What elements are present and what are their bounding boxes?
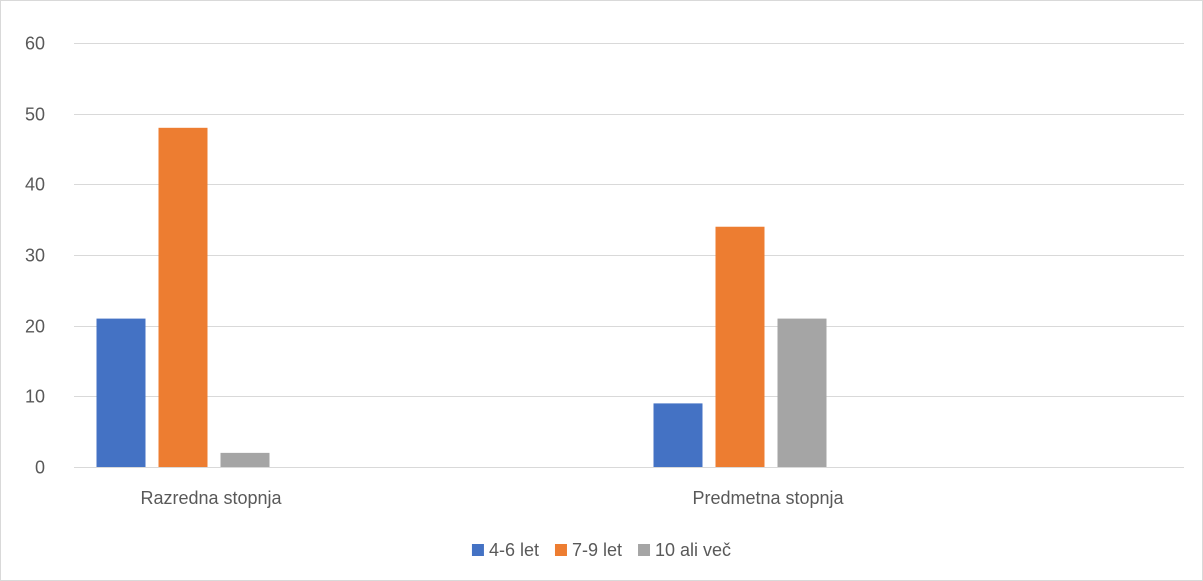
x-category-label: Razredna stopnja	[140, 488, 282, 508]
y-tick-label: 0	[35, 458, 45, 478]
y-tick-label: 40	[25, 175, 45, 195]
bar-10-ali-več-0	[220, 452, 270, 467]
legend-label: 10 ali več	[655, 540, 731, 560]
x-category-label: Predmetna stopnja	[692, 488, 844, 508]
bar-4-6-let-0	[96, 318, 146, 467]
x-axis-category-labels: Razredna stopnja Predmetna stopnja	[140, 488, 844, 508]
legend: 4-6 let 7-9 let 10 ali več	[471, 540, 731, 560]
legend-swatch-4-6-let	[471, 544, 484, 556]
gridlines	[74, 43, 1184, 468]
y-tick-label: 20	[25, 317, 45, 337]
y-tick-label: 30	[25, 246, 45, 266]
bar-7-9-let-0	[158, 127, 208, 468]
bar-10-ali-več-1	[777, 318, 827, 467]
legend-label: 4-6 let	[489, 540, 539, 560]
y-tick-label: 50	[25, 105, 45, 125]
legend-swatch-10-ali-več	[638, 544, 651, 556]
legend-swatch-7-9-let	[554, 544, 567, 556]
y-axis-tick-labels: 0 10 20 30 40 50 60	[25, 34, 45, 478]
legend-label: 7-9 let	[572, 540, 622, 560]
y-tick-label: 60	[25, 34, 45, 54]
y-tick-label: 10	[25, 387, 45, 407]
bar-7-9-let-1	[715, 226, 765, 467]
bars	[96, 127, 827, 468]
bar-4-6-let-1	[653, 403, 703, 467]
